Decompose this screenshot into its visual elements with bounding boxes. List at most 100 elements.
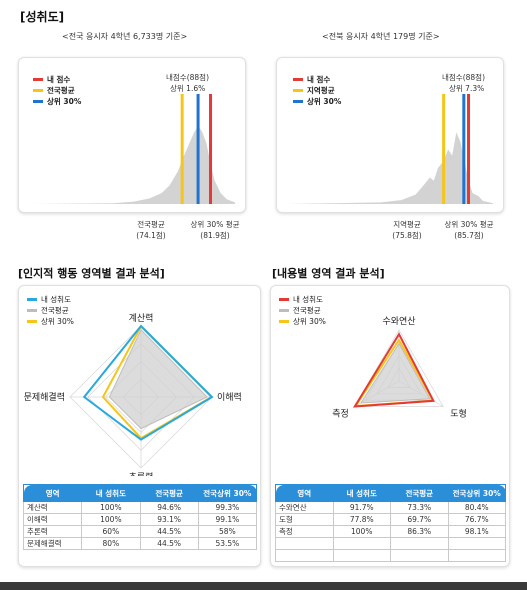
table-cell [332, 549, 391, 562]
legend-item: 내 점수 [33, 74, 81, 85]
my-score-note: 내점수(88점) [442, 73, 485, 82]
radar-axis-label: 수와연산 [382, 315, 415, 327]
regional-top30-label: 상위 30% 평균 [444, 220, 494, 229]
table-cell: 91.7% [332, 501, 391, 514]
column-header: 전국상위 30% [447, 484, 506, 502]
table-cell: 86.3% [390, 525, 449, 538]
content-results-table: 영역 내 성취도 전국평균 전국상위 30% 수와연산 91.7% 73.3% … [275, 484, 506, 562]
national-distribution-chart [31, 94, 235, 204]
distribution-area [31, 126, 235, 204]
table-cell: 수와연산 [275, 501, 334, 514]
table-cell: 73.3% [390, 501, 449, 514]
column-header: 전국평균 [390, 484, 449, 502]
table-row: 문제해결력 80% 44.5% 53.5% [22, 537, 258, 550]
content-legend: 내 성취도 전국평균 상위 30% [279, 294, 326, 327]
national-top30-value: (81.9점) [200, 231, 230, 240]
table-cell: 44.5% [139, 525, 199, 538]
table-cell: 94.6% [139, 501, 199, 514]
table-cell: 99.1% [197, 513, 258, 526]
table-row: 이해력 100% 93.1% 99.1% [22, 513, 258, 526]
national-subtitle: <전국 응시자 4학년 6,733명 기준> [62, 32, 188, 41]
radar-axis-label: 도형 [450, 409, 467, 420]
my-rank-note: 상위 7.3% [449, 84, 485, 93]
table-cell: 53.5% [197, 537, 258, 550]
column-header: 영역 [22, 484, 83, 502]
page-title: [성취도] [20, 10, 65, 24]
legend-item: 내 점수 [293, 74, 341, 85]
table-row: 수와연산 91.7% 73.3% 80.4% [275, 501, 506, 514]
legend-item: 전국평균 [27, 305, 74, 316]
legend-item: 상위 30% [27, 316, 74, 327]
table-cell: 80.4% [447, 501, 506, 514]
my-rank-note: 상위 1.6% [170, 84, 206, 93]
legend-label: 상위 30% [293, 317, 326, 326]
legend-swatch [293, 89, 303, 92]
table-row: 계산력 100% 94.6% 99.3% [22, 501, 258, 514]
legend-label: 내 점수 [307, 75, 331, 84]
footer-bar [0, 582, 527, 590]
legend-swatch [27, 309, 37, 312]
legend-item: 내 성취도 [27, 294, 74, 305]
cognitive-radar-chart: 계산력이해력추론력 문제해결력 [24, 312, 242, 476]
table-cell [390, 549, 449, 562]
legend-label: 내 성취도 [293, 295, 323, 304]
radar-grid [354, 329, 444, 407]
radar-series [108, 328, 208, 430]
column-header: 전국상위 30% [197, 484, 258, 502]
legend-label: 상위 30% [307, 97, 342, 106]
table-cell: 100% [81, 513, 141, 526]
my-score-note: 내점수(88점) [166, 73, 209, 82]
national-top30-label: 상위 30% 평균 [190, 220, 240, 229]
table-cell: 44.5% [139, 537, 199, 550]
column-header: 내 성취도 [332, 484, 391, 502]
table-cell: 93.1% [139, 513, 199, 526]
table-cell: 60% [81, 525, 141, 538]
table-row: 측정 100% 86.3% 98.1% [275, 525, 506, 538]
regional-average-label: 지역평균 [393, 220, 421, 229]
table-header-row: 영역 내 성취도 전국평균 전국상위 30% [275, 484, 506, 502]
legend-item: 상위 30% [293, 96, 341, 107]
table-cell [332, 537, 391, 550]
table-cell: 이해력 [22, 513, 83, 526]
table-cell: 76.7% [447, 513, 506, 526]
regional-subtitle: <전북 응시자 4학년 179명 기준> [322, 32, 440, 41]
regional-top30-note: 상위 30% 평균 (85.7점) [434, 219, 504, 241]
cognitive-panel: 내 성취도 전국평균 상위 30% 계산력이해력추론력문제해결력 영역 내 성취… [18, 285, 261, 567]
table-cell [275, 537, 334, 550]
national-legend: 내 점수 전국평균 상위 30% [33, 74, 81, 107]
radar-series [352, 332, 435, 408]
table-cell: 100% [332, 525, 391, 538]
national-top30-note: 상위 30% 평균 (81.9점) [180, 219, 250, 241]
legend-item: 지역평균 [293, 85, 341, 96]
national-average-label: 전국평균 [137, 220, 165, 229]
legend-swatch [293, 100, 303, 103]
regional-legend: 내 점수 지역평균 상위 30% [293, 74, 341, 107]
table-header-row: 영역 내 성취도 전국평균 전국상위 30% [22, 484, 258, 502]
legend-swatch [33, 89, 43, 92]
legend-label: 내 성취도 [41, 295, 71, 304]
table-cell: 99.3% [197, 501, 258, 514]
radar-series [359, 342, 431, 404]
national-average-note: 전국평균 (74.1점) [126, 219, 176, 241]
radar-axis-label: 이해력 [217, 391, 242, 403]
legend-label: 내 점수 [47, 75, 71, 84]
table-cell [447, 537, 506, 550]
legend-swatch [33, 78, 43, 81]
radar-axis-label: 문제해결력 [24, 391, 65, 403]
table-row: 도형 77.8% 69.7% 76.7% [275, 513, 506, 526]
table-row [275, 549, 506, 562]
cognitive-section-title: [인지적 행동 영역별 결과 분석] [18, 267, 165, 280]
table-row: 추론력 60% 44.5% 58% [22, 525, 258, 538]
legend-label: 전국평균 [41, 306, 69, 315]
legend-swatch [33, 100, 43, 103]
radar-axis-label: 계산력 [129, 312, 154, 324]
radar-series [82, 324, 214, 441]
legend-swatch [293, 78, 303, 81]
legend-label: 전국평균 [293, 306, 321, 315]
table-cell: 100% [81, 501, 141, 514]
national-average-value: (74.1점) [136, 231, 166, 240]
national-distribution-panel: 내 점수 전국평균 상위 30% 내점수(88점) 상위 1.6% [18, 57, 246, 213]
legend-item: 전국평균 [33, 85, 81, 96]
legend-swatch [27, 320, 37, 323]
